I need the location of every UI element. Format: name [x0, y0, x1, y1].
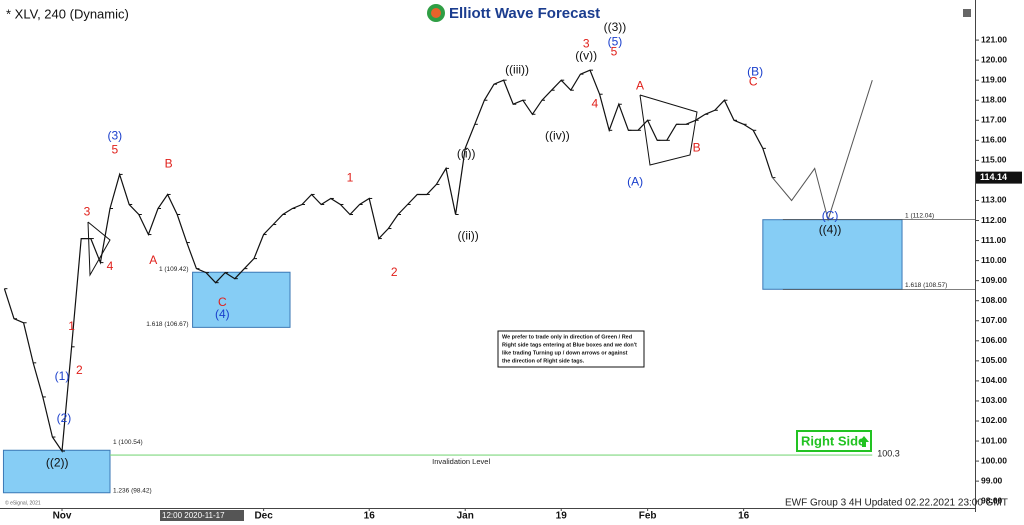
x-tick-label: Feb	[639, 511, 657, 522]
invalidation-value: 100.3	[877, 448, 900, 458]
chart-title: * XLV, 240 (Dynamic)	[6, 6, 129, 21]
price-tag	[976, 171, 1022, 184]
fib-label: 1 (112.04)	[905, 212, 934, 219]
wave-label: (3)	[107, 128, 122, 142]
right-side-frame	[796, 430, 872, 452]
wave-label: A	[636, 78, 644, 92]
y-tick-label: 101.00	[981, 435, 1007, 445]
wave-label: 5	[611, 44, 618, 58]
y-tick-label: 113.00	[981, 195, 1007, 205]
y-tick-label: 111.00	[981, 235, 1006, 245]
x-tick-label: 16	[364, 511, 376, 522]
fib-box	[192, 271, 291, 328]
wave-label: ((4))	[819, 223, 842, 237]
note-line: the direction of Right side tags.	[502, 358, 585, 364]
wave-label: 2	[391, 265, 398, 279]
wave-label: ((ii))	[457, 229, 478, 243]
logo: Elliott Wave Forecast	[427, 4, 600, 22]
up-arrow	[859, 436, 869, 447]
fib-label: 1 (100.54)	[113, 439, 143, 446]
note-frame	[497, 330, 645, 368]
wave-label: 5	[111, 143, 118, 157]
y-tick-label: 104.00	[981, 375, 1007, 385]
projection-line	[772, 80, 873, 222]
wave-label: ((i))	[457, 147, 476, 161]
y-tick-label: 112.00	[981, 215, 1007, 225]
wave-label: (A)	[627, 175, 643, 189]
fib-box	[762, 219, 903, 290]
wave-label: B	[693, 141, 701, 155]
y-tick-label: 107.00	[981, 315, 1007, 325]
wave-label: ((3))	[604, 20, 627, 34]
wave-label: B	[165, 157, 173, 171]
y-tick-label: 105.00	[981, 355, 1007, 365]
y-tick-label: 110.00	[981, 255, 1007, 265]
note-line: Right side tags entering at Blue boxes a…	[502, 342, 637, 348]
fib-label: 1.618 (108.57)	[905, 282, 947, 289]
y-tick-label: 116.00	[981, 135, 1007, 145]
fib-label: 1.618 (106.67)	[146, 321, 188, 328]
wave-label: C	[749, 74, 758, 88]
x-tick-label: Dec	[254, 511, 273, 522]
wave-label: 3	[583, 36, 590, 50]
y-tick-label: 121.00	[981, 34, 1007, 44]
y-tick-label: 99.00	[981, 475, 1003, 485]
y-tick-label: 119.00	[981, 74, 1007, 84]
y-tick-label: 115.00	[981, 155, 1007, 165]
y-tick-label: 108.00	[981, 295, 1007, 305]
wave-label: C	[218, 295, 227, 309]
wave-label: ((2))	[46, 455, 69, 469]
y-tick-label: 102.00	[981, 415, 1007, 425]
wave-label: 1	[68, 319, 75, 333]
y-tick-label: 98.00	[981, 495, 1003, 505]
copyright: © eSignal, 2021	[5, 499, 41, 506]
price-line	[3, 69, 773, 453]
note-box: We prefer to trade only in direction of …	[497, 330, 645, 368]
footer: EWF Group 3 4H Updated 02.22.2021 23:00 …	[785, 498, 1008, 509]
wave-label: A	[149, 253, 157, 267]
fib-box	[2, 449, 111, 494]
wave-label: 1	[347, 171, 354, 185]
wave-label: (2)	[57, 411, 72, 425]
note-line: We prefer to trade only in direction of …	[502, 334, 632, 340]
y-tick-label: 103.00	[981, 395, 1007, 405]
y-tick-label: 106.00	[981, 335, 1007, 345]
wave-label: 2	[76, 363, 83, 377]
wave-label: ((iv))	[545, 128, 570, 142]
wave-label: 4	[591, 96, 598, 110]
logo-text: Elliott Wave Forecast	[449, 5, 600, 22]
wave-label: 4	[107, 259, 114, 273]
window-icon	[963, 9, 971, 17]
y-tick-label: 100.00	[981, 455, 1007, 465]
x-tick-label: Jan	[457, 511, 474, 522]
y-tick-label: 118.00	[981, 94, 1007, 104]
right-side-text: Right Side	[801, 433, 865, 448]
crosshair-label: 12:00 2020-11-17	[162, 511, 225, 520]
wave-label: (B)	[747, 64, 763, 78]
triangle	[87, 221, 111, 277]
right-side-tag: Right Side	[796, 430, 872, 452]
logo-icon-inner	[431, 8, 441, 18]
x-tick-label: Nov	[53, 511, 72, 522]
note-line: like trading Turning up / down arrows or…	[502, 350, 628, 356]
wave-label: (5)	[608, 34, 623, 48]
wave-label: (4)	[215, 307, 230, 321]
invalidation-label: Invalidation Level	[432, 457, 490, 466]
crosshair-tag	[160, 510, 244, 521]
y-tick-label: 109.00	[981, 275, 1007, 285]
y-tick-label: 120.00	[981, 54, 1007, 64]
fib-label: 1 (109.42)	[159, 266, 189, 273]
wave-label: ((v))	[575, 48, 597, 62]
triangle	[639, 94, 698, 166]
x-tick-label: 19	[556, 511, 568, 522]
wave-label: (1)	[55, 369, 70, 383]
fib-label: 1.236 (98.42)	[113, 487, 152, 494]
wave-label: 3	[84, 205, 91, 219]
wave-label: ((iii))	[505, 62, 529, 76]
x-tick-label: 16	[738, 511, 750, 522]
y-tick-label: 117.00	[981, 115, 1007, 125]
price-tag-label: 114.14	[980, 172, 1007, 182]
wave-label: (C)	[822, 209, 839, 223]
